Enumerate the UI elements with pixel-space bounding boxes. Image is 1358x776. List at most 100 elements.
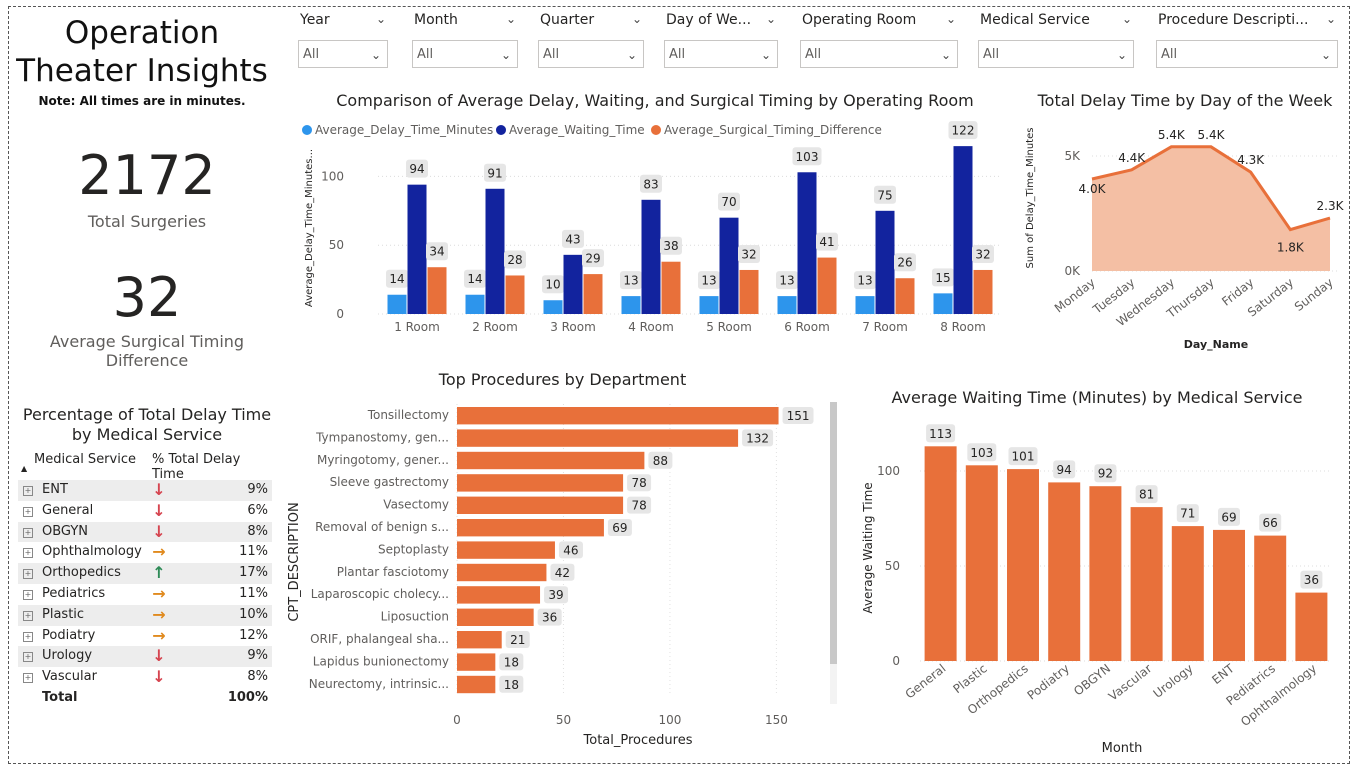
slicer-day-of-week-dropdown[interactable]: All ⌄ xyxy=(664,40,778,68)
bar xyxy=(457,496,624,514)
bar xyxy=(1089,486,1122,661)
y-tick-label: 0 xyxy=(336,307,344,321)
data-label: 4.0K xyxy=(1079,182,1107,196)
expand-icon[interactable]: + xyxy=(23,506,33,517)
data-label: 32 xyxy=(975,247,990,261)
trend-down-icon: ↓ xyxy=(152,500,166,520)
table-row[interactable]: + Podiatry → 12% xyxy=(18,626,272,647)
bar xyxy=(563,254,583,314)
slicer-operating-room-dropdown[interactable]: All ⌄ xyxy=(800,40,958,68)
y-axis-label: Average_Delay_Time_Minutes... xyxy=(304,149,315,307)
chevron-down-icon[interactable]: ⌄ xyxy=(945,12,956,26)
table-row[interactable]: + Urology ↓ 9% xyxy=(18,646,272,668)
data-label: 29 xyxy=(585,252,600,266)
y-tick-label: 50 xyxy=(329,238,344,252)
bar xyxy=(457,541,555,559)
slicer-year[interactable]: Year ⌄ All ⌄ xyxy=(298,10,388,68)
table-row[interactable]: + OBGYN ↓ 8% xyxy=(18,521,272,543)
slicer-medical-service-dropdown[interactable]: All ⌄ xyxy=(978,40,1134,68)
trend-down-icon: ↓ xyxy=(152,646,166,666)
expand-icon[interactable]: + xyxy=(23,652,33,663)
room-comparison-chart: Average_Delay_Time_Minutes Average_Waitin… xyxy=(302,121,1002,334)
data-label-bg xyxy=(544,586,569,604)
y-tick-label: Myringotomy, gener... xyxy=(317,453,449,467)
data-label-bg xyxy=(627,474,652,492)
bar xyxy=(387,294,407,314)
legend-label: Average_Surgical_Timing_Difference xyxy=(664,123,882,137)
procedures-scrollbar[interactable] xyxy=(830,402,837,704)
expand-icon[interactable]: + xyxy=(23,631,33,642)
x-tick-label: 6 Room xyxy=(784,320,830,334)
slicer-procedure-description[interactable]: Procedure Descripti... ⌄ All ⌄ xyxy=(1156,10,1338,68)
slicer-operating-room[interactable]: Operating Room ⌄ All ⌄ xyxy=(800,10,958,68)
y-tick-label: 100 xyxy=(321,169,344,183)
y-tick-label: ORIF, phalangeal sha... xyxy=(310,632,449,646)
table-row[interactable]: + Pediatrics → 11% xyxy=(18,584,272,605)
bar xyxy=(457,586,541,604)
slicer-year-dropdown[interactable]: All ⌄ xyxy=(298,40,388,68)
table-row[interactable]: + Orthopedics ↑ 17% xyxy=(18,563,272,584)
chevron-down-icon: ⌄ xyxy=(370,48,381,62)
table-header: Medical Service ▲ % Total Delay Time xyxy=(18,452,272,482)
slicer-medical-service[interactable]: Medical Service ⌄ All ⌄ xyxy=(978,10,1134,68)
slicer-month-dropdown[interactable]: All ⌄ xyxy=(412,40,518,68)
table-row[interactable]: + Ophthalmology → 11% xyxy=(18,542,272,563)
row-pct: 11% xyxy=(239,544,268,560)
data-label: 14 xyxy=(467,272,482,286)
slicer-month[interactable]: Month ⌄ All ⌄ xyxy=(412,10,518,68)
data-label: 69 xyxy=(612,521,627,535)
data-label: 10 xyxy=(545,278,560,292)
slicer-quarter-dropdown[interactable]: All ⌄ xyxy=(538,40,644,68)
chevron-down-icon[interactable]: ⌄ xyxy=(505,12,516,26)
chevron-down-icon[interactable]: ⌄ xyxy=(1121,12,1132,26)
data-label-bg xyxy=(464,269,486,288)
y-axis-label: CPT_DESCRIPTION xyxy=(287,502,302,621)
data-label: 78 xyxy=(631,499,646,513)
data-label: 4.3K xyxy=(1237,153,1265,167)
slicer-procedure-description-dropdown[interactable]: All ⌄ xyxy=(1156,40,1338,68)
expand-icon[interactable]: + xyxy=(23,486,33,496)
row-service: OBGYN xyxy=(42,523,89,539)
table-row[interactable]: + General ↓ 6% xyxy=(18,501,272,522)
scrollbar-thumb[interactable] xyxy=(830,402,837,664)
data-label: 113 xyxy=(929,427,952,441)
legend-marker xyxy=(496,125,506,135)
data-label: 43 xyxy=(565,232,580,246)
chevron-down-icon: ⌄ xyxy=(760,48,771,62)
data-label: 41 xyxy=(819,235,834,249)
expand-icon[interactable]: + xyxy=(23,527,33,538)
expand-icon[interactable]: + xyxy=(23,589,33,600)
table-row[interactable]: + ENT ↓ 9% xyxy=(18,480,272,501)
chevron-down-icon[interactable]: ⌄ xyxy=(1325,12,1336,26)
data-label-bg xyxy=(607,519,632,536)
data-label: 70 xyxy=(721,195,736,209)
data-label-bg xyxy=(550,563,575,581)
trend-up-icon: ↑ xyxy=(152,563,166,583)
sort-asc-icon[interactable]: ▲ xyxy=(21,464,28,473)
slicer-quarter[interactable]: Quarter ⌄ All ⌄ xyxy=(538,10,644,68)
chevron-down-icon[interactable]: ⌄ xyxy=(765,12,776,26)
data-label: 13 xyxy=(857,274,872,288)
chevron-down-icon[interactable]: ⌄ xyxy=(631,12,642,26)
table-row[interactable]: + Vascular ↓ 8% xyxy=(18,667,272,688)
slicer-day-of-week[interactable]: Day of We... ⌄ All ⌄ xyxy=(664,10,778,68)
data-label: 46 xyxy=(563,543,578,557)
expand-icon[interactable]: + xyxy=(23,569,33,580)
row-pct: 9% xyxy=(247,648,268,664)
expand-icon[interactable]: + xyxy=(23,610,33,621)
x-tick-label: 0 xyxy=(453,713,461,727)
trend-down-icon: ↓ xyxy=(152,480,166,499)
data-label: 91 xyxy=(487,166,502,180)
row-service: ENT xyxy=(42,482,68,497)
bar xyxy=(1007,469,1039,661)
slicer-quarter-label: Quarter xyxy=(540,12,595,28)
slicer-operating-room-label: Operating Room xyxy=(802,12,917,28)
table-row[interactable]: + Plastic → 10% xyxy=(18,604,272,626)
slicer-month-label: Month xyxy=(414,12,458,28)
expand-icon[interactable]: + xyxy=(23,673,33,684)
chevron-down-icon[interactable]: ⌄ xyxy=(375,12,386,26)
expand-icon[interactable]: + xyxy=(23,548,33,559)
col-medical-service[interactable]: Medical Service xyxy=(34,452,136,467)
col-total-delay[interactable]: % Total Delay Time xyxy=(152,452,241,482)
data-label-bg xyxy=(742,429,774,447)
